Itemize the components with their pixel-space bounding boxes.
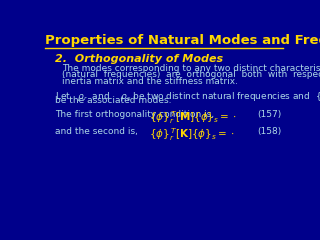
Text: (158): (158)	[257, 127, 281, 136]
Text: (natural  frequencies)  are  orthogonal  both  with  respect  to  the: (natural frequencies) are orthogonal bot…	[62, 70, 320, 79]
Text: be the associated modes.: be the associated modes.	[55, 96, 172, 105]
Text: $\{\phi\}_{r}^{\,T}[\mathbf{M}]\{\phi\}_{s} = \cdot$: $\{\phi\}_{r}^{\,T}[\mathbf{M}]\{\phi\}_…	[149, 109, 237, 126]
Text: inertia matrix and the stiffness matrix.: inertia matrix and the stiffness matrix.	[62, 77, 238, 86]
Text: Properties of Natural Modes and Frequencies: Properties of Natural Modes and Frequenc…	[45, 34, 320, 47]
Text: $\{\phi\}_{r}^{\,T}[\mathbf{K}]\{\phi\}_{s} = \cdot$: $\{\phi\}_{r}^{\,T}[\mathbf{K}]\{\phi\}_…	[149, 126, 235, 143]
Text: and the second is,: and the second is,	[55, 127, 138, 136]
Text: 2.  Orthogonality of Modes: 2. Orthogonality of Modes	[55, 54, 223, 64]
Text: The modes corresponding to any two distinct characteristic   values: The modes corresponding to any two disti…	[62, 64, 320, 73]
Text: Let   $\rho_r$  and    $\rho_s$ be two distinct natural frequencies and  $\{\phi: Let $\rho_r$ and $\rho_s$ be two distinc…	[55, 90, 320, 103]
Text: The first orthogonality condition is,: The first orthogonality condition is,	[55, 110, 214, 119]
Text: (157): (157)	[257, 110, 281, 119]
